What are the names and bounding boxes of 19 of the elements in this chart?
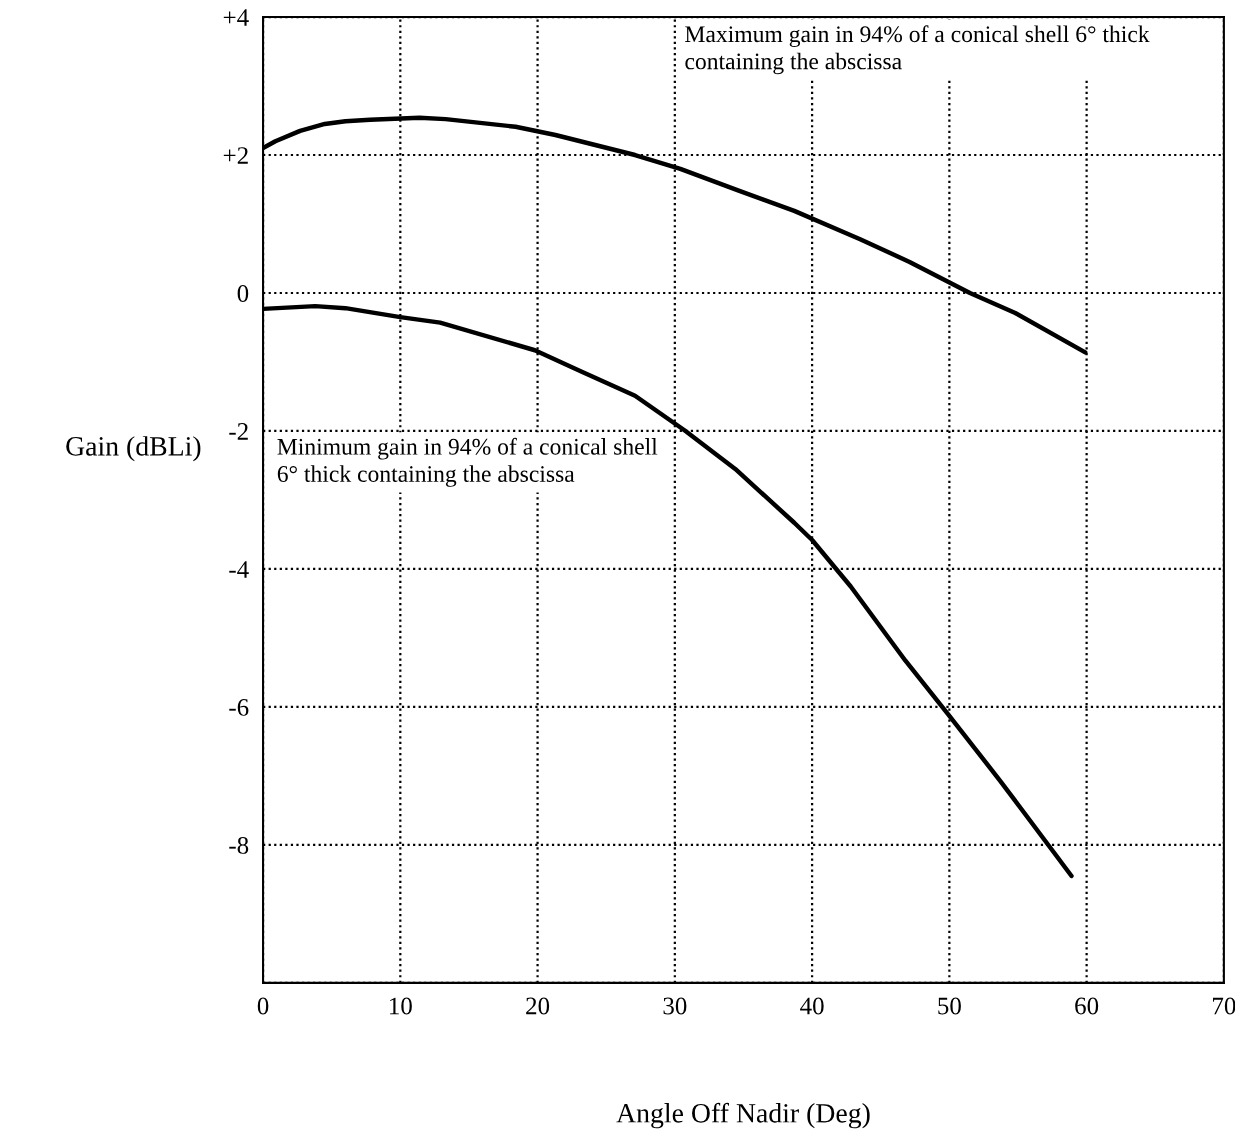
y-tick-label: -4 <box>229 561 249 578</box>
y-tick-label: -8 <box>229 836 249 854</box>
annotation: Maximum gain in 94% of a conical shell 6° thick containing the abscissa <box>685 25 1150 75</box>
x-tick-label: 70 <box>1213 997 1235 1015</box>
x-tick-label: 40 <box>800 997 824 1015</box>
y-axis-title: Gain (dBLi) <box>66 436 201 462</box>
y-tick-label: -2 <box>229 423 248 440</box>
x-tick-label: 30 <box>663 997 687 1015</box>
y-tick-label: +4 <box>223 9 249 26</box>
x-tick-label: 50 <box>938 997 961 1015</box>
y-tick-label: 0 <box>237 285 249 302</box>
x-tick-label: 20 <box>526 997 550 1015</box>
y-tick-label: -6 <box>229 699 249 716</box>
x-tick-label: 10 <box>390 997 412 1015</box>
x-tick-label: 60 <box>1075 997 1099 1015</box>
x-axis-title: Angle Off Nadir (Deg) <box>616 1102 870 1129</box>
x-tick-label: 0 <box>257 997 269 1015</box>
y-tick-label: +2 <box>223 147 248 164</box>
annotation: Minimum gain in 94% of a conical shell 6° thick containing the abscissa <box>277 437 658 487</box>
